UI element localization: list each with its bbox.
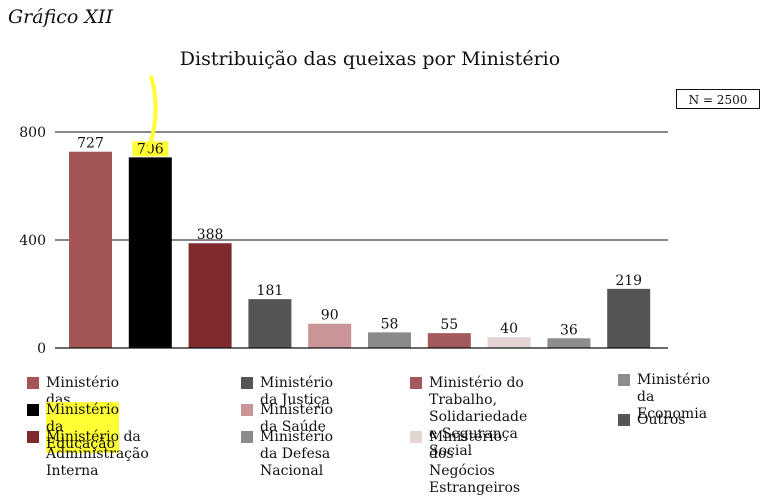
- legend-swatch: [27, 431, 39, 443]
- legend-swatch: [410, 377, 422, 389]
- legend-swatch: [241, 404, 253, 416]
- data-label-0: 727: [77, 136, 104, 152]
- legend-label: Ministério da Economia: [637, 372, 711, 422]
- data-label-2: 388: [197, 227, 224, 243]
- legend-swatch: [618, 414, 630, 426]
- highlighter-stroke: [146, 75, 158, 152]
- sample-size-box: N = 2500: [676, 89, 760, 109]
- bar-1: [128, 157, 172, 348]
- legend-swatch: [27, 404, 39, 416]
- bar-0: [69, 151, 112, 348]
- y-tick-label-800: 800: [19, 125, 46, 141]
- bar-6: [427, 333, 471, 348]
- bar-3: [248, 299, 292, 348]
- bar-9: [607, 288, 651, 348]
- y-tick-label-0: 0: [37, 341, 46, 357]
- legend-swatch: [241, 377, 253, 389]
- data-label-6: 55: [440, 317, 458, 333]
- legend-label: Ministério da Saúde: [260, 402, 334, 435]
- bar-7: [487, 337, 531, 348]
- legend-label: Ministério da Defesa Nacional: [260, 429, 334, 479]
- legend-label: Ministério da Justiça: [260, 375, 334, 408]
- data-label-9: 219: [615, 273, 642, 289]
- legend-label: Outros: [637, 412, 686, 428]
- legend-label: Ministério da Administração Interna: [46, 429, 149, 479]
- legend-label: Ministério da Educação: [46, 402, 120, 453]
- figure-caption: Gráfico XII: [8, 6, 113, 28]
- data-label-7: 40: [500, 321, 518, 337]
- bar-8: [547, 338, 591, 348]
- legend-swatch: [618, 374, 630, 386]
- legend-swatch: [410, 431, 422, 443]
- legend-swatch: [27, 377, 39, 389]
- data-label-4: 90: [321, 308, 339, 324]
- data-label-8: 36: [560, 322, 578, 338]
- y-tick-label-400: 400: [19, 233, 46, 249]
- bar-4: [308, 323, 352, 348]
- bar-2: [188, 243, 232, 348]
- data-label-5: 58: [381, 316, 399, 332]
- legend-label: Ministério do Trabalho, Solidariedade e …: [429, 375, 528, 459]
- legend-swatch: [241, 431, 253, 443]
- data-label-3: 181: [257, 283, 284, 299]
- legend-label: Ministério dos Negócios Estrangeiros: [429, 429, 521, 496]
- bar-5: [368, 332, 411, 348]
- chart-title: Distribuição das queixas por Ministério: [179, 48, 561, 70]
